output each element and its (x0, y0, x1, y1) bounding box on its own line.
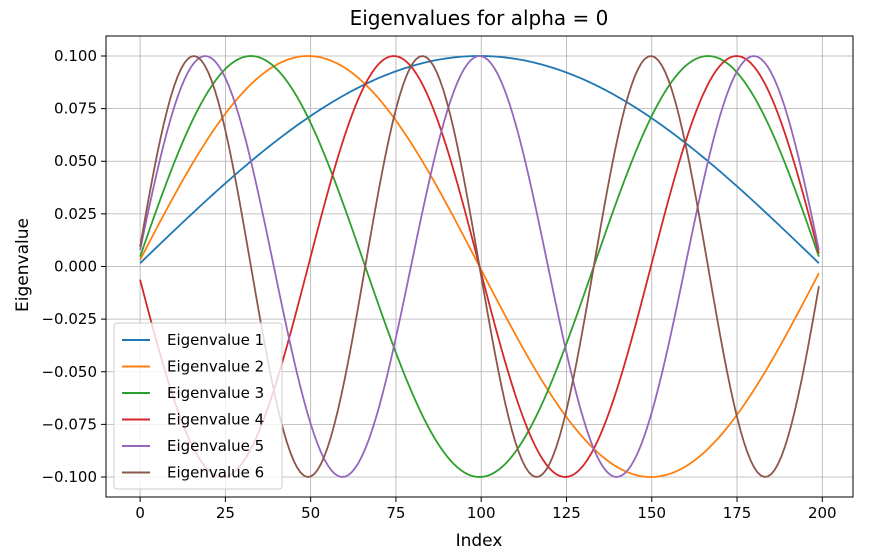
legend-label: Eigenvalue 6 (167, 464, 264, 482)
y-tick-label: 0.075 (54, 100, 97, 118)
legend-label: Eigenvalue 4 (167, 411, 264, 429)
x-tick-label: 125 (552, 504, 581, 522)
legend-box (113, 322, 283, 490)
chart-title: Eigenvalues for alpha = 0 (350, 6, 609, 30)
x-tick-label: 100 (467, 504, 496, 522)
series-line-eigenvalue-6 (139, 55, 820, 478)
y-axis-label: Eigenvalue (13, 218, 33, 312)
x-tick-label: 175 (723, 504, 752, 522)
y-tick-label: 0.000 (54, 258, 97, 276)
y-tick-label: −0.025 (41, 310, 97, 328)
legend-label: Eigenvalue 3 (167, 384, 264, 402)
series-line-eigenvalue-1 (139, 55, 820, 264)
x-tick-label: 200 (808, 504, 837, 522)
x-axis-label: Index (456, 531, 503, 551)
y-tick-label: −0.100 (41, 468, 97, 486)
x-tick-label: 50 (301, 504, 320, 522)
y-tick-label: 0.050 (54, 152, 97, 170)
legend-label: Eigenvalue 2 (167, 358, 264, 376)
x-tick-label: 0 (135, 504, 145, 522)
y-tick-label: −0.075 (41, 415, 97, 433)
legend: Eigenvalue 1 Eigenvalue 2 Eigenvalue 3 Eige… (113, 322, 283, 490)
y-tick-label: −0.050 (41, 363, 97, 381)
legend-label: Eigenvalue 5 (167, 437, 264, 455)
y-axis-ticks: 0.100 0.075 0.050 0.025 0.000 −0.025 −0.050 −0.… (41, 47, 106, 486)
series-line-eigenvalue-5 (139, 55, 820, 478)
y-tick-label: 0.025 (54, 205, 97, 223)
y-tick-label: 0.100 (54, 47, 97, 65)
x-tick-label: 150 (637, 504, 666, 522)
x-tick-label: 75 (386, 504, 405, 522)
legend-label: Eigenvalue 1 (167, 331, 264, 349)
series-line-eigenvalue-3 (139, 55, 820, 478)
x-axis-ticks: 0 25 50 75 100 125 150 175 200 (135, 497, 837, 522)
x-tick-label: 25 (216, 504, 235, 522)
